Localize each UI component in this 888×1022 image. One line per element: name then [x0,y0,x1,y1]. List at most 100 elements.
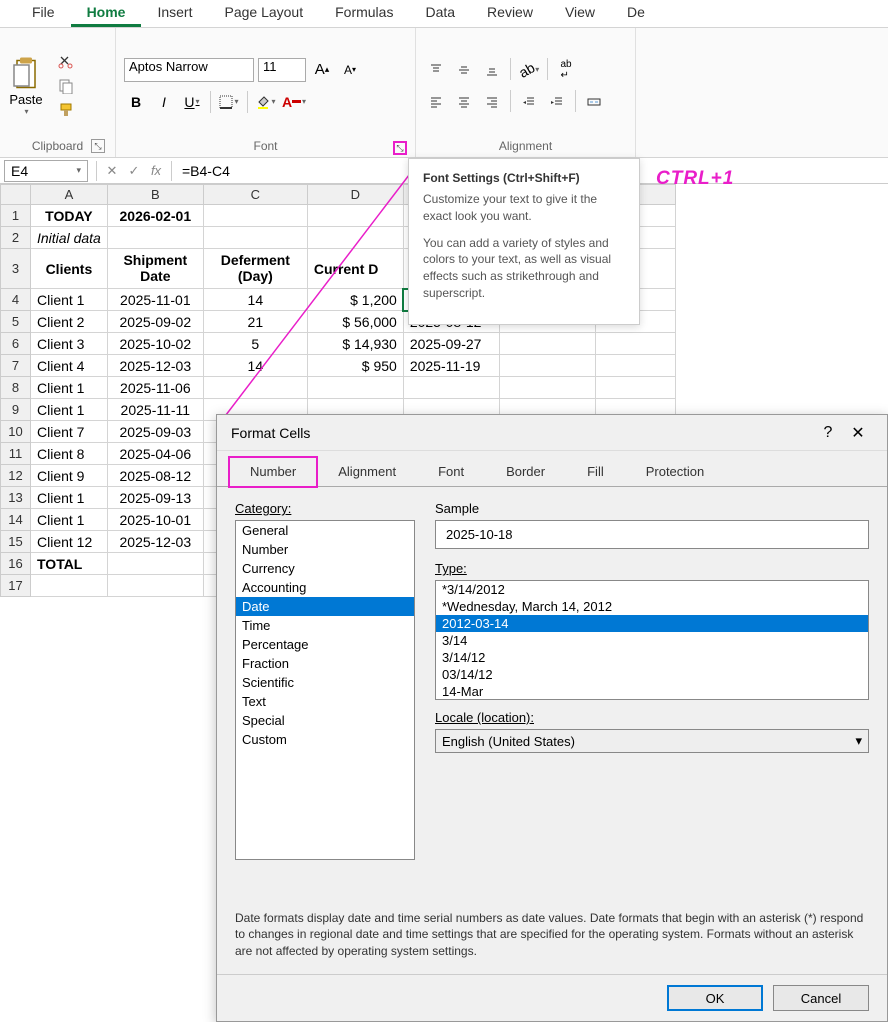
paste-button[interactable]: Paste ▾ [8,56,44,116]
cell[interactable] [307,205,403,227]
row-header[interactable]: 8 [1,377,31,399]
row-header[interactable]: 14 [1,509,31,531]
cell[interactable]: Initial data [31,227,108,249]
dialog-tab-fill[interactable]: Fill [566,457,625,486]
cell[interactable]: 2025-09-13 [107,487,203,509]
cell[interactable] [595,377,675,399]
ribbon-tab-home[interactable]: Home [71,0,142,27]
dialog-tab-border[interactable]: Border [485,457,566,486]
col-header[interactable]: A [31,185,108,205]
align-middle-button[interactable] [452,58,476,82]
category-item[interactable]: Percentage [236,635,414,654]
dialog-tab-font[interactable]: Font [417,457,485,486]
dialog-help-button[interactable]: ? [813,424,843,442]
cell[interactable]: 2025-10-01 [107,509,203,531]
cell[interactable] [203,377,307,399]
cell[interactable]: TOTAL [31,553,108,575]
cell[interactable]: 2025-12-03 [107,355,203,377]
row-header[interactable]: 7 [1,355,31,377]
type-item[interactable]: 3/14/12 [436,649,868,666]
row-header[interactable]: 2 [1,227,31,249]
wrap-text-button[interactable]: ab↵ [554,58,578,82]
decrease-font-button[interactable]: A▾ [338,58,362,82]
enter-formula-button[interactable]: ✓ [123,160,145,182]
row-header[interactable]: 15 [1,531,31,553]
ribbon-tab-data[interactable]: Data [409,0,471,27]
cell[interactable]: Shipment Date [107,249,203,289]
merge-button[interactable] [582,90,606,114]
ribbon-tab-de[interactable]: De [611,0,661,27]
decrease-indent-button[interactable] [517,90,541,114]
row-header[interactable]: 17 [1,575,31,597]
cell[interactable] [307,227,403,249]
row-header[interactable]: 12 [1,465,31,487]
align-bottom-button[interactable] [480,58,504,82]
type-item[interactable]: 2012-03-14 [436,615,868,632]
cell[interactable]: Client 1 [31,289,108,311]
cell[interactable] [203,227,307,249]
cell[interactable]: $ 1,200 [307,289,403,311]
cell[interactable] [595,355,675,377]
row-header[interactable]: 6 [1,333,31,355]
cell[interactable]: 2026-02-01 [107,205,203,227]
category-item[interactable]: Text [236,692,414,711]
category-item[interactable]: General [236,521,414,540]
cell[interactable] [499,355,595,377]
type-item[interactable]: 14-Mar [436,683,868,700]
dialog-tab-number[interactable]: Number [229,457,317,487]
cell[interactable]: Client 8 [31,443,108,465]
category-item[interactable]: Special [236,711,414,730]
cell[interactable]: Current D [307,249,403,289]
cell[interactable]: $ 56,000 [307,311,403,333]
cell[interactable]: Client 7 [31,421,108,443]
name-box[interactable]: E4▾ [4,160,88,182]
align-right-button[interactable] [480,90,504,114]
category-item[interactable]: Custom [236,730,414,749]
dialog-tab-protection[interactable]: Protection [625,457,726,486]
font-name-select[interactable]: Aptos Narrow [124,58,254,82]
cell[interactable]: 2025-11-19 [403,355,499,377]
font-color-button[interactable]: A▾ [282,90,306,114]
border-button[interactable]: ▾ [217,90,241,114]
italic-button[interactable]: I [152,90,176,114]
type-list[interactable]: *3/14/2012*Wednesday, March 14, 20122012… [435,580,869,700]
cell[interactable]: Client 1 [31,377,108,399]
type-item[interactable]: 3/14 [436,632,868,649]
cell[interactable] [203,205,307,227]
row-header[interactable]: 16 [1,553,31,575]
cell[interactable]: $ 14,930 [307,333,403,355]
cell[interactable] [107,227,203,249]
ribbon-tab-view[interactable]: View [549,0,611,27]
cell[interactable]: 2025-09-27 [403,333,499,355]
underline-button[interactable]: U▾ [180,90,204,114]
category-item[interactable]: Time [236,616,414,635]
category-item[interactable]: Fraction [236,654,414,673]
cell[interactable]: TODAY [31,205,108,227]
col-header[interactable]: D [307,185,403,205]
category-item[interactable]: Date [236,597,414,616]
orientation-button[interactable]: ab▾ [517,58,541,82]
ribbon-tab-insert[interactable]: Insert [141,0,208,27]
cell[interactable]: Deferment (Day) [203,249,307,289]
cell[interactable] [307,377,403,399]
align-center-button[interactable] [452,90,476,114]
row-header[interactable]: 11 [1,443,31,465]
clipboard-launcher[interactable]: ⤡ [91,139,105,153]
ribbon-tab-formulas[interactable]: Formulas [319,0,409,27]
dialog-tab-alignment[interactable]: Alignment [317,457,417,486]
cell[interactable]: 2025-08-12 [107,465,203,487]
row-header[interactable]: 4 [1,289,31,311]
cut-button[interactable] [56,52,76,72]
cancel-button[interactable]: Cancel [773,985,869,1011]
ribbon-tab-page-layout[interactable]: Page Layout [208,0,319,27]
ribbon-tab-file[interactable]: File [16,0,71,27]
font-launcher[interactable]: ⤡ [393,141,407,155]
type-item[interactable]: *3/14/2012 [436,581,868,598]
cell[interactable]: Client 1 [31,509,108,531]
cell[interactable]: 2025-11-06 [107,377,203,399]
align-left-button[interactable] [424,90,448,114]
cell[interactable]: 21 [203,311,307,333]
category-item[interactable]: Currency [236,559,414,578]
cell[interactable]: 2025-11-11 [107,399,203,421]
increase-font-button[interactable]: A▴ [310,58,334,82]
